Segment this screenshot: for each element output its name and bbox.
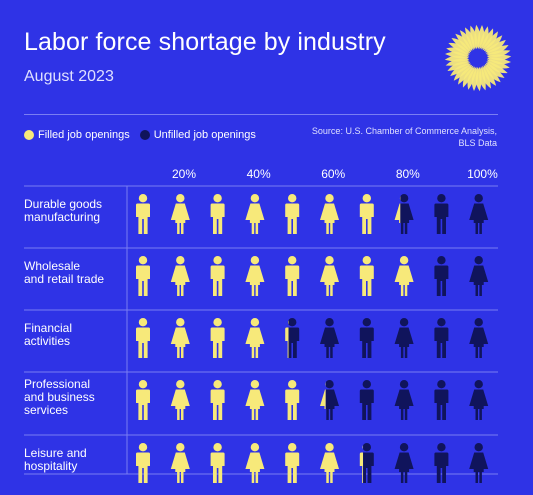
person-male-icon	[359, 256, 374, 296]
category-label: Leisure and hospitality	[24, 446, 87, 473]
person-female-icon	[320, 443, 339, 483]
source-note: Source: U.S. Chamber of Commerce Analysi…	[312, 125, 497, 149]
person-female-icon	[245, 443, 265, 483]
person-female-icon	[320, 194, 339, 234]
person-female-icon	[394, 443, 414, 483]
person-female-icon	[469, 318, 489, 358]
category-row: Durable goods manufacturing	[24, 194, 489, 234]
person-female-icon	[245, 256, 265, 296]
person-male-icon	[136, 194, 150, 234]
category-row: Wholesale and retail trade	[24, 256, 489, 296]
person-female-icon	[469, 443, 489, 483]
person-male-icon	[434, 318, 449, 358]
person-female-icon	[320, 318, 339, 358]
pictogram-chart: 20% 40% 60% 80% 100% Durable goods manufacturi…	[24, 167, 498, 483]
person-male-icon	[285, 318, 300, 358]
person-female-icon	[170, 443, 190, 483]
person-male-icon	[136, 318, 150, 358]
person-male-icon	[359, 443, 374, 483]
person-female-icon	[170, 256, 190, 296]
legend: Filled job openings Unfilled job opening…	[24, 129, 266, 141]
tick-label: 60%	[321, 167, 345, 181]
person-male-icon	[359, 318, 374, 358]
person-female-icon	[469, 380, 489, 420]
person-female-icon	[170, 380, 190, 420]
legend-item-filled: Filled job openings	[24, 129, 130, 141]
person-male-icon	[434, 256, 449, 296]
category-row: Professional and business services	[24, 377, 489, 420]
person-male-icon	[210, 318, 225, 358]
person-female-icon	[245, 380, 265, 420]
person-female-icon	[170, 194, 190, 234]
person-female-icon	[394, 256, 414, 296]
person-male-icon	[136, 443, 150, 483]
person-male-icon	[210, 443, 225, 483]
person-female-icon	[320, 380, 339, 420]
person-male-icon	[285, 256, 300, 296]
person-male-icon	[434, 443, 449, 483]
sunburst-logo-icon	[444, 24, 512, 92]
category-label: Durable goods manufacturing	[24, 197, 102, 224]
chart-title: Labor force shortage by industry	[24, 28, 386, 56]
category-row: Financial activities	[24, 318, 489, 358]
source-line-2: BLS Data	[458, 138, 497, 148]
person-male-icon	[285, 194, 300, 234]
person-female-icon	[394, 380, 414, 420]
person-female-icon	[170, 318, 190, 358]
person-male-icon	[285, 380, 300, 420]
header-divider	[24, 114, 498, 115]
person-female-icon	[469, 194, 489, 234]
chart-subtitle: August 2023	[24, 68, 114, 85]
person-male-icon	[210, 380, 225, 420]
person-male-icon	[136, 256, 150, 296]
person-male-icon	[136, 380, 150, 420]
legend-label-filled: Filled job openings	[38, 129, 130, 141]
tick-label: 80%	[396, 167, 420, 181]
person-male-icon	[210, 256, 225, 296]
person-male-icon	[285, 443, 300, 483]
legend-item-unfilled: Unfilled job openings	[139, 129, 256, 141]
category-label: Financial activities	[24, 321, 72, 348]
person-female-icon	[245, 318, 265, 358]
person-male-icon	[434, 380, 449, 420]
source-line-1: Source: U.S. Chamber of Commerce Analysi…	[311, 126, 497, 136]
legend-swatch-filled	[24, 130, 34, 140]
legend-label-unfilled: Unfilled job openings	[153, 129, 256, 141]
person-female-icon	[394, 194, 414, 234]
tick-label: 20%	[172, 167, 196, 181]
tick-label: 40%	[247, 167, 271, 181]
person-male-icon	[359, 380, 374, 420]
person-female-icon	[320, 256, 339, 296]
person-male-icon	[434, 194, 449, 234]
category-label: Professional and business services	[24, 377, 95, 417]
person-female-icon	[469, 256, 489, 296]
person-male-icon	[210, 194, 225, 234]
legend-swatch-unfilled	[139, 130, 150, 140]
person-female-icon	[394, 318, 414, 358]
category-label: Wholesale and retail trade	[24, 259, 104, 286]
person-male-icon	[359, 194, 374, 234]
person-female-icon	[245, 194, 265, 234]
tick-label: 100%	[467, 167, 498, 181]
category-row: Leisure and hospitality	[24, 443, 489, 483]
